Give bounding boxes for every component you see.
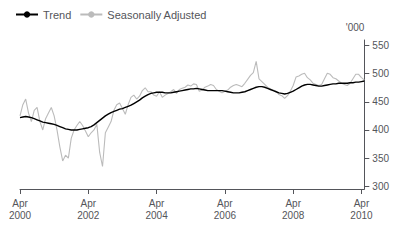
svg-text:Apr: Apr <box>149 198 165 209</box>
svg-text:Seasonally Adjusted: Seasonally Adjusted <box>107 9 206 21</box>
svg-text:450: 450 <box>372 96 389 107</box>
svg-text:Apr: Apr <box>285 198 301 209</box>
svg-text:Apr: Apr <box>217 198 233 209</box>
svg-text:Apr: Apr <box>354 198 370 209</box>
svg-text:500: 500 <box>372 68 389 79</box>
svg-text:2004: 2004 <box>145 210 168 221</box>
svg-text:350: 350 <box>372 153 389 164</box>
svg-text:2000: 2000 <box>9 210 32 221</box>
svg-text:2008: 2008 <box>282 210 305 221</box>
svg-text:300: 300 <box>372 181 389 192</box>
svg-text:2002: 2002 <box>77 210 100 221</box>
svg-text:Trend: Trend <box>43 9 71 21</box>
svg-text:2006: 2006 <box>214 210 237 221</box>
svg-text:2010: 2010 <box>350 210 373 221</box>
svg-text:Apr: Apr <box>12 198 28 209</box>
svg-text:'000: '000 <box>346 22 365 33</box>
svg-text:400: 400 <box>372 124 389 135</box>
svg-text:550: 550 <box>372 40 389 51</box>
svg-text:Apr: Apr <box>81 198 97 209</box>
